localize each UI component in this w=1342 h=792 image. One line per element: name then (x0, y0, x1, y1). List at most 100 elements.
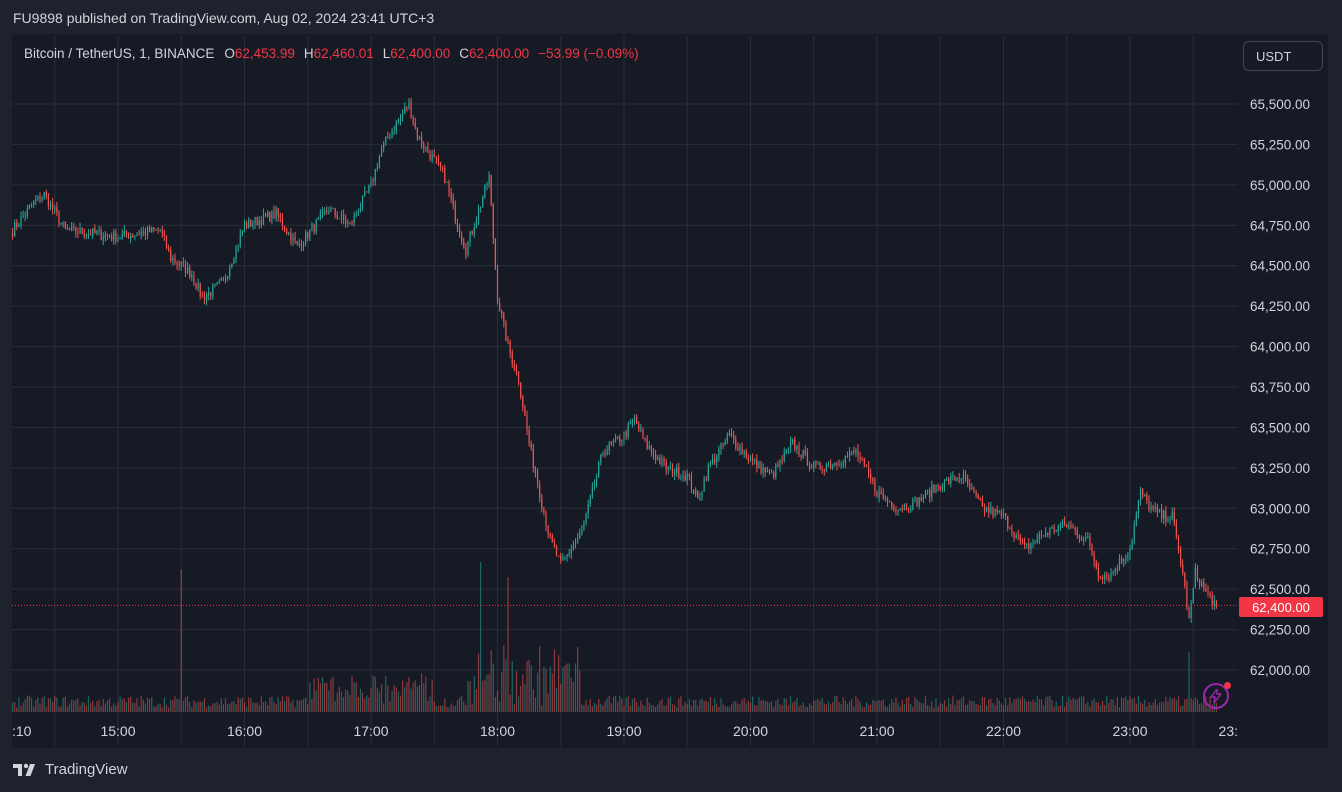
candle-body (1184, 572, 1186, 587)
volume-bar (901, 700, 903, 712)
candle-body (1194, 567, 1196, 589)
candle-body (448, 181, 450, 192)
candle-body (794, 439, 796, 450)
volume-bar (326, 683, 328, 712)
volume-bar (68, 703, 71, 712)
candle-body (264, 213, 267, 217)
volume-bar (1070, 699, 1072, 712)
candle-body (252, 223, 254, 227)
volume-bar (1133, 697, 1135, 712)
candle-body (996, 509, 998, 513)
volume-bar (186, 696, 189, 712)
tradingview-brand[interactable]: TradingView (13, 761, 128, 778)
candle-body (505, 321, 507, 341)
volume-bar (28, 695, 31, 712)
volume-bar (857, 699, 859, 712)
volume-bar (741, 699, 743, 712)
candle-body (52, 203, 54, 210)
volume-bar (927, 705, 929, 712)
candle-body (311, 224, 313, 230)
volume-bar (964, 704, 967, 712)
volume-bar (555, 688, 558, 712)
candle-body (701, 491, 703, 498)
volume-bar (844, 700, 846, 712)
volume-bar (891, 699, 893, 712)
candle-body (218, 280, 220, 283)
chart-frame[interactable] (12, 34, 1328, 748)
candle-body (100, 229, 102, 240)
candle-body (893, 507, 895, 510)
candle-body (267, 212, 269, 217)
candle-body (526, 416, 528, 431)
candle-body (165, 236, 168, 248)
volume-bar (553, 649, 556, 712)
volume-bar (804, 706, 806, 712)
volume-bar (205, 707, 208, 712)
candle-body (239, 233, 241, 246)
volume-bar (983, 697, 986, 712)
candle-body (96, 231, 98, 234)
candle-body (1137, 500, 1140, 514)
volume-bar (505, 659, 507, 712)
candle-body (254, 217, 256, 224)
volume-bar (1144, 699, 1146, 712)
volume-bar (258, 705, 260, 712)
candle-body (1116, 568, 1118, 570)
candle-body (326, 211, 328, 213)
candle-body (998, 511, 1000, 513)
candle-body (642, 429, 644, 439)
price-tick-label: 62,000.00 (1250, 663, 1310, 678)
candle-body (595, 476, 598, 485)
volume-bar (520, 685, 522, 712)
candle-body (724, 440, 726, 445)
candle-body (288, 232, 290, 234)
candle-body (956, 478, 958, 481)
candle-body (813, 462, 815, 469)
volume-bar (334, 700, 336, 712)
candle-body (1173, 512, 1175, 524)
candle-body (1061, 521, 1064, 527)
candle-body (631, 421, 634, 423)
volume-bar (749, 702, 752, 712)
candle-body (1085, 537, 1087, 540)
candle-body (901, 509, 903, 511)
low-label: L (382, 46, 391, 61)
candle-body (64, 221, 66, 229)
candle-body (43, 192, 45, 198)
candle-body (819, 461, 821, 469)
volume-bar (821, 697, 823, 712)
candle-body (119, 238, 121, 240)
candle-body (153, 227, 155, 230)
volume-bar (26, 695, 28, 712)
volume-bar (910, 704, 912, 712)
volume-bar (184, 697, 187, 712)
candle-body (1135, 513, 1137, 525)
candle-body (355, 214, 357, 216)
time-axis[interactable]: :10 15:00 16:00 17:00 18:00 19:00 20:00 21:00 22… (12, 723, 1238, 739)
candle-body (943, 479, 946, 487)
volume-bar (119, 696, 121, 712)
candle-body (722, 443, 724, 445)
volume-bar (372, 675, 374, 712)
time-tick-label: 17:00 (353, 723, 388, 739)
volume-bar (229, 703, 231, 712)
lightning-bolt-icon[interactable] (1203, 682, 1231, 709)
volume-bar (176, 698, 178, 712)
currency-button[interactable]: USDT (1243, 41, 1323, 71)
volume-bar (661, 699, 663, 712)
candle-body (967, 478, 969, 484)
volume-bar (427, 700, 429, 712)
symbol-label[interactable]: Bitcoin / TetherUS, 1, BINANCE (24, 46, 215, 61)
candle-body (593, 484, 596, 487)
volume-bar (916, 699, 918, 712)
candle-body (1175, 523, 1177, 537)
price-axis[interactable]: 65,500.00 65,250.00 65,000.00 64,750.00 64,5… (1250, 97, 1310, 678)
volume-bar (534, 697, 537, 712)
volume-bar (798, 706, 800, 712)
candle-body (324, 211, 326, 213)
volume-bar (490, 650, 492, 712)
candle-body (867, 466, 870, 474)
candle-body (1101, 577, 1104, 580)
volume-bar (924, 695, 927, 712)
